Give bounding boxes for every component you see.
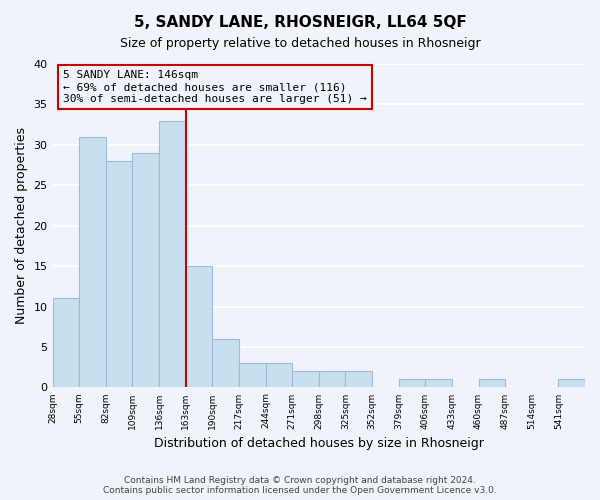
X-axis label: Distribution of detached houses by size in Rhosneigr: Distribution of detached houses by size … [154,437,484,450]
Bar [239,363,266,388]
Text: 5 SANDY LANE: 146sqm
← 69% of detached houses are smaller (116)
30% of semi-deta: 5 SANDY LANE: 146sqm ← 69% of detached h… [63,70,367,104]
Bar [53,298,79,388]
Y-axis label: Number of detached properties: Number of detached properties [15,127,28,324]
Bar [106,161,133,388]
Bar [185,266,212,388]
Text: Contains HM Land Registry data © Crown copyright and database right 2024.
Contai: Contains HM Land Registry data © Crown c… [103,476,497,495]
Bar [159,120,185,388]
Bar [319,372,346,388]
Bar [133,153,159,388]
Text: 5, SANDY LANE, RHOSNEIGR, LL64 5QF: 5, SANDY LANE, RHOSNEIGR, LL64 5QF [134,15,466,30]
Bar [479,380,505,388]
Bar [346,372,372,388]
Bar [398,380,425,388]
Bar [79,137,106,388]
Bar [292,372,319,388]
Text: Size of property relative to detached houses in Rhosneigr: Size of property relative to detached ho… [119,38,481,51]
Bar [266,363,292,388]
Bar [425,380,452,388]
Bar [212,339,239,388]
Bar [559,380,585,388]
